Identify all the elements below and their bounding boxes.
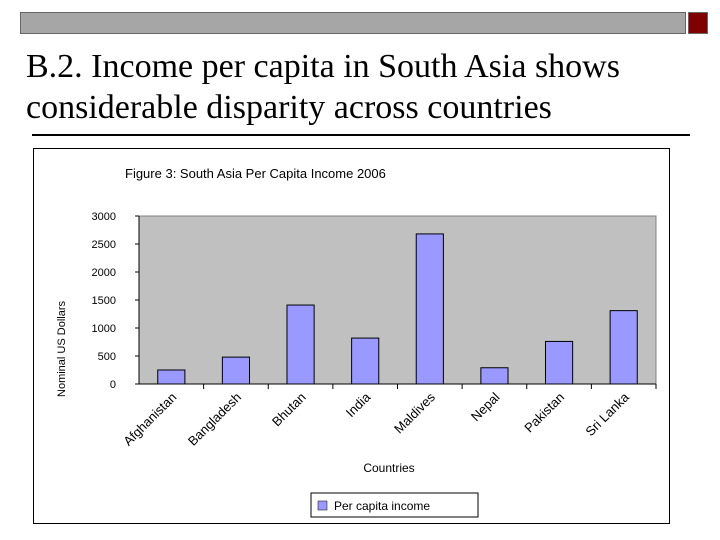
bar-maldives	[415, 233, 444, 385]
x-tick-label: Maldives	[391, 389, 438, 436]
bar-nepal	[480, 367, 509, 385]
x-tick-label: Bhutan	[269, 390, 309, 430]
plot-area	[138, 215, 657, 385]
x-tick-label: India	[343, 389, 374, 420]
y-tick-label: 2000	[92, 267, 116, 279]
legend: Per capita income	[310, 492, 479, 518]
bar-pakistan	[544, 340, 574, 385]
slide-title-line-2: considerable disparity across countries	[26, 89, 552, 126]
chart-frame: Figure 3: South Asia Per Capita Income 2…	[33, 148, 670, 524]
bar-chart: Figure 3: South Asia Per Capita Income 2…	[56, 166, 657, 518]
x-tick-label: Afghanistan	[120, 390, 179, 449]
y-tick-label: 3000	[92, 211, 116, 223]
header-accent-box	[688, 12, 708, 34]
y-tick-label: 2500	[92, 239, 116, 251]
x-axis-label: Countries	[363, 461, 414, 475]
x-tick-label: Nepal	[468, 389, 503, 424]
bar-india	[351, 337, 380, 385]
title-underline	[32, 134, 690, 136]
legend-box	[310, 492, 479, 518]
header-bar	[20, 12, 686, 34]
legend-swatch	[317, 500, 328, 511]
y-tick-label: 1500	[92, 295, 116, 307]
x-tick-label: Sri Lanka	[582, 389, 632, 439]
y-tick-label: 1000	[92, 323, 116, 335]
bar-sri-lanka	[609, 310, 638, 385]
chart-title: Figure 3: South Asia Per Capita Income 2…	[125, 166, 386, 181]
legend-label: Per capita income	[334, 499, 430, 513]
bar-bangladesh	[221, 356, 251, 385]
bar-afghanistan	[157, 369, 186, 385]
x-tick-label: Pakistan	[521, 390, 567, 436]
slide-title: B.2. Income per capita in South Asia sho…	[26, 46, 706, 128]
bar-bhutan	[286, 304, 315, 385]
y-tick-label: 0	[110, 379, 116, 391]
x-tick-label: Bangladesh	[185, 390, 244, 449]
y-axis-label: Nominal US Dollars	[56, 301, 68, 397]
slide-title-line-1: B.2. Income per capita in South Asia sho…	[26, 48, 620, 85]
y-tick-label: 500	[98, 351, 116, 363]
